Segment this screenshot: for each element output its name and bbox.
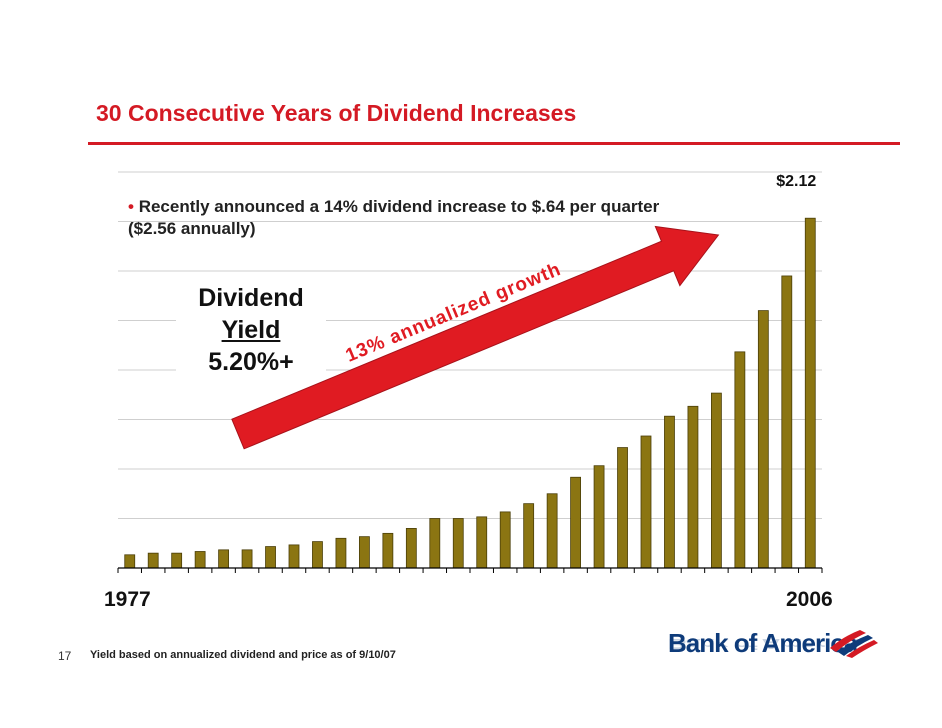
bar <box>358 536 370 569</box>
dividend-yield-box: Dividend Yield 5.20%+ <box>176 282 326 378</box>
bar <box>570 476 581 569</box>
bar <box>687 405 699 569</box>
bar <box>335 537 347 569</box>
title-rule <box>88 142 900 145</box>
slide-title: 30 Consecutive Years of Dividend Increas… <box>96 100 577 126</box>
bar <box>429 518 441 569</box>
bar <box>194 551 206 569</box>
bar <box>640 435 652 569</box>
yield-label-1: Dividend <box>198 284 304 312</box>
bar <box>288 544 300 569</box>
bar <box>382 532 394 569</box>
bar <box>804 217 816 569</box>
bar <box>171 552 183 569</box>
bar <box>476 516 488 569</box>
bank-of-america-flag-icon <box>830 630 878 658</box>
bar <box>664 415 675 569</box>
bullet-marker: • <box>128 197 134 216</box>
bar <box>124 554 136 569</box>
bar <box>734 351 746 569</box>
bar <box>781 275 793 569</box>
bar <box>452 518 464 569</box>
bullet-content: Recently announced a 14% dividend increa… <box>128 197 660 238</box>
yield-label-2: Yield <box>221 316 281 344</box>
growth-arrow-shape <box>231 225 720 450</box>
bullet-text: • Recently announced a 14% dividend incr… <box>128 196 688 240</box>
bar <box>147 552 159 569</box>
bar <box>241 549 253 569</box>
bar <box>757 310 769 569</box>
last-value-label: $2.12 <box>776 173 816 190</box>
bar <box>265 546 276 569</box>
page-number: 17 <box>58 649 72 663</box>
bar <box>711 392 722 569</box>
bar <box>312 541 323 569</box>
first-year-label: 1977 <box>104 588 151 611</box>
bar <box>546 493 558 569</box>
yield-value: 5.20%+ <box>208 348 294 376</box>
bar <box>499 511 511 569</box>
bar <box>593 465 605 569</box>
footnote: Yield based on annualized dividend and p… <box>90 649 396 661</box>
bank-of-america-logo: Bank of America Bank of America <box>668 628 888 688</box>
bar <box>218 549 230 569</box>
bar <box>405 528 417 569</box>
logo-text: Bank of America <box>668 628 858 658</box>
bar <box>523 503 535 569</box>
bar <box>617 447 628 569</box>
last-year-label: 2006 <box>786 588 833 611</box>
